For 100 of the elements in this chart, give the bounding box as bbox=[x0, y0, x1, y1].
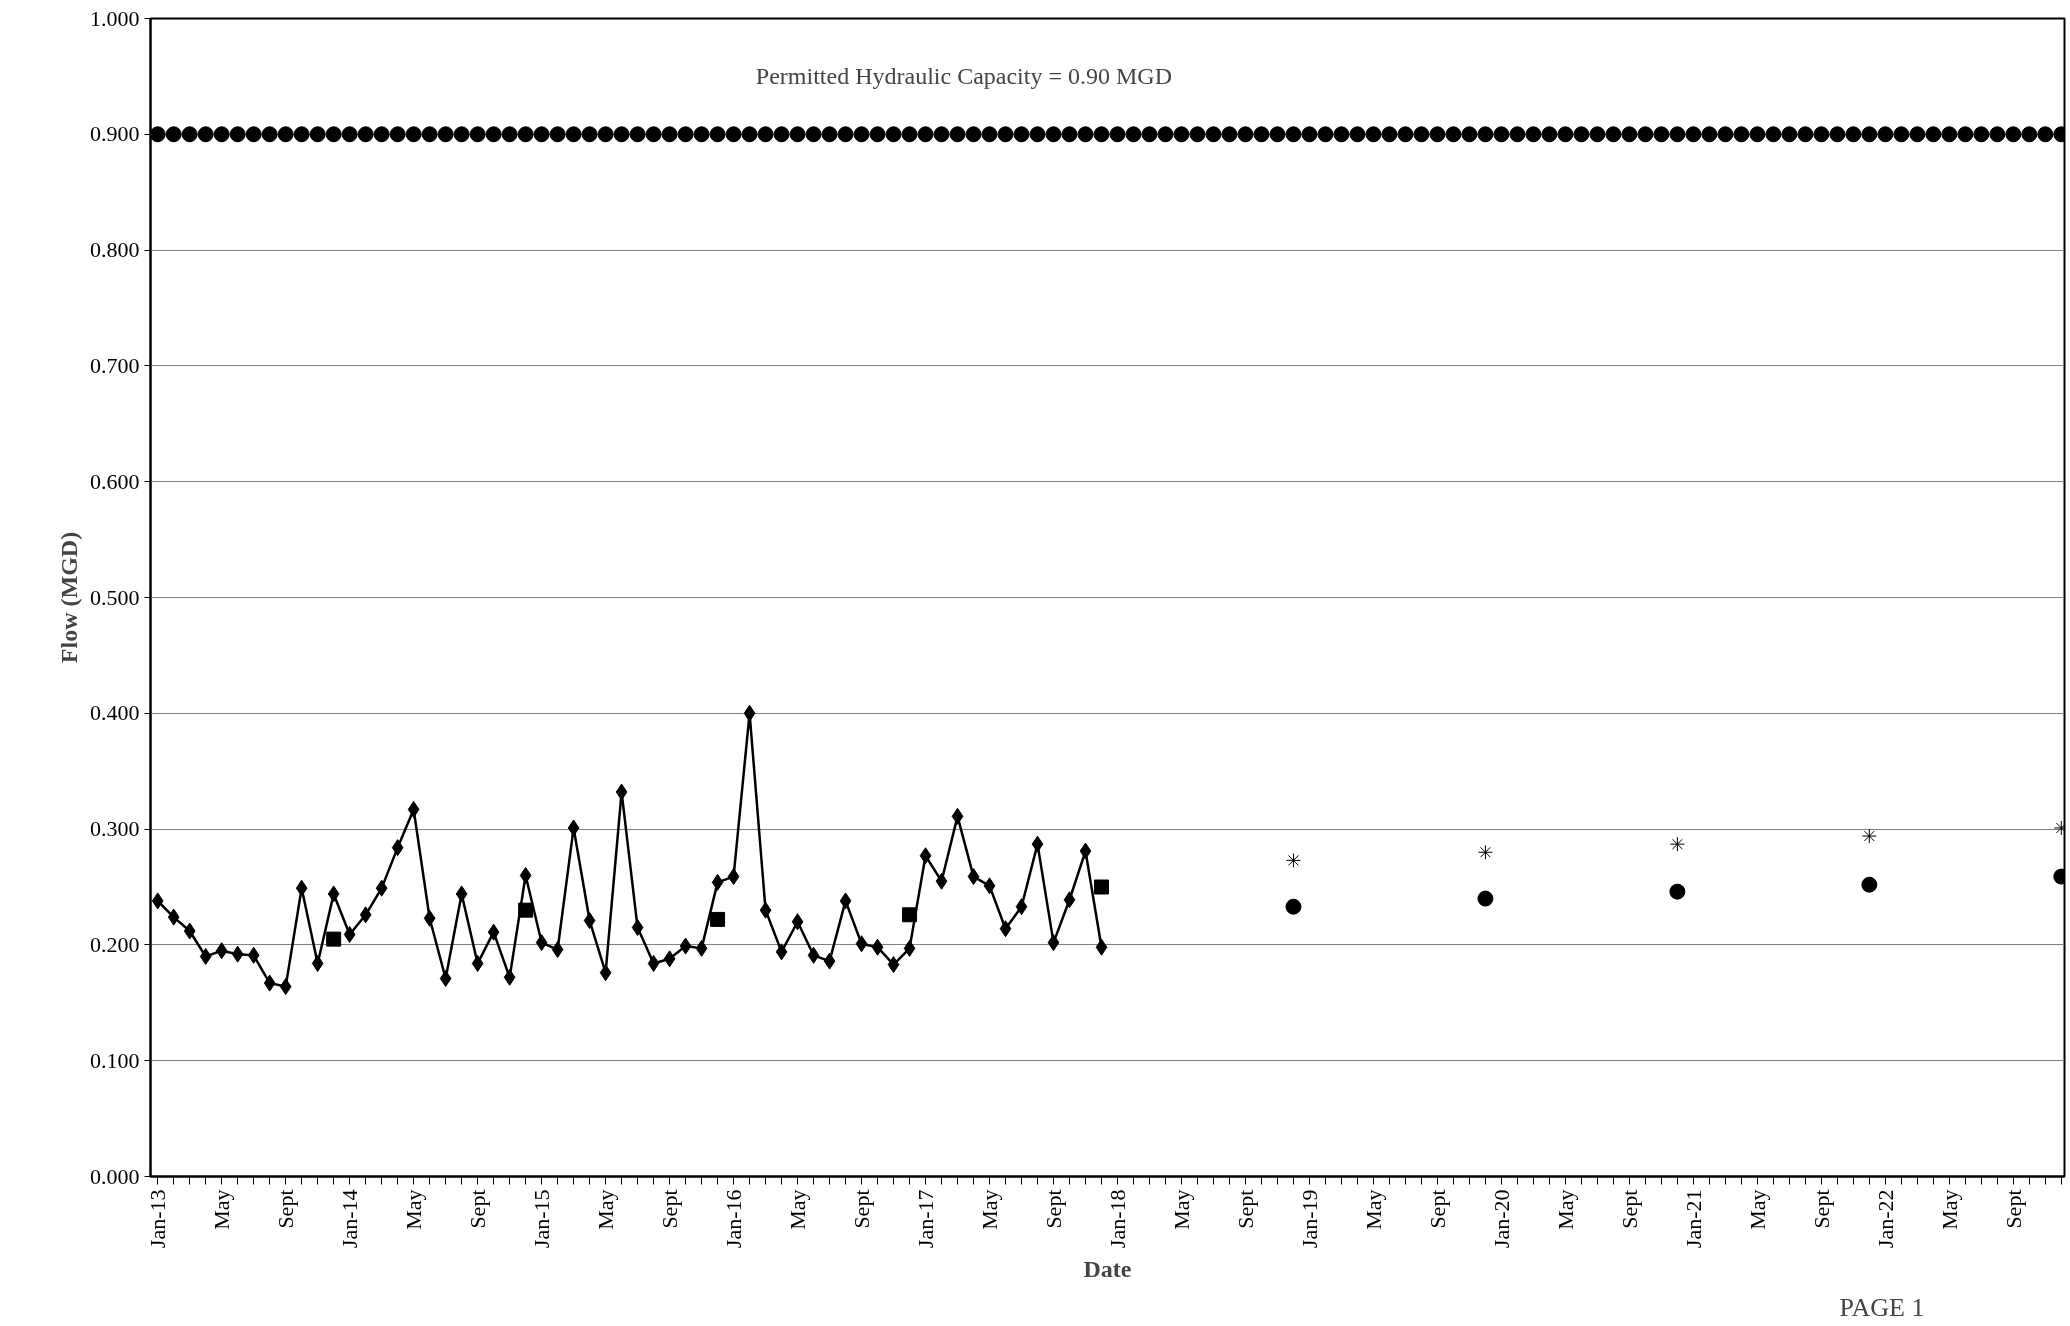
x-tick-label: May bbox=[1168, 1189, 1194, 1230]
x-tick-label: May bbox=[1360, 1189, 1386, 1230]
point bbox=[183, 922, 196, 940]
x-tick-label: Jan-18 bbox=[1105, 1189, 1130, 1249]
point bbox=[519, 866, 532, 884]
point bbox=[518, 902, 534, 918]
point bbox=[759, 901, 772, 919]
point bbox=[647, 954, 660, 972]
point bbox=[343, 925, 356, 943]
x-tick-label: May bbox=[209, 1189, 235, 1230]
point bbox=[823, 952, 836, 970]
point bbox=[295, 879, 308, 897]
point bbox=[535, 934, 548, 952]
x-tick-label: Jan-20 bbox=[1488, 1189, 1514, 1249]
point bbox=[215, 942, 228, 960]
y-tick-label: 0.800 bbox=[90, 237, 140, 263]
point bbox=[391, 839, 404, 857]
y-tick-label: 0.400 bbox=[90, 700, 140, 726]
x-tick-label: May bbox=[977, 1189, 1003, 1230]
point bbox=[599, 964, 612, 982]
point bbox=[487, 923, 500, 941]
point bbox=[807, 946, 820, 964]
y-tick-label: 0.000 bbox=[90, 1163, 140, 1189]
point bbox=[1094, 879, 1109, 895]
point bbox=[951, 807, 964, 825]
point bbox=[327, 885, 340, 903]
x-tick-label: Sept bbox=[1616, 1189, 1642, 1229]
x-tick-label: Sept bbox=[273, 1189, 299, 1229]
x-tick-label: Jan-21 bbox=[1680, 1189, 1706, 1249]
point bbox=[791, 913, 804, 931]
point bbox=[983, 877, 996, 895]
point bbox=[887, 956, 900, 974]
x-tick-label: Jan-13 bbox=[145, 1189, 171, 1249]
x-tick-label: Sept bbox=[1808, 1189, 1834, 1229]
point bbox=[199, 947, 212, 965]
point bbox=[311, 954, 324, 972]
x-tick-label: Sept bbox=[657, 1189, 683, 1229]
point bbox=[711, 873, 724, 891]
y-axis-title: Flow (MGD) bbox=[56, 531, 82, 664]
point bbox=[615, 783, 628, 801]
point bbox=[439, 969, 452, 987]
y-tick-label: 0.700 bbox=[90, 352, 140, 378]
point bbox=[326, 931, 342, 947]
point bbox=[871, 938, 884, 956]
point bbox=[855, 935, 868, 953]
point bbox=[839, 892, 852, 910]
point bbox=[902, 907, 918, 923]
x-tick-label: May bbox=[785, 1189, 811, 1230]
x-tick-label: May bbox=[1936, 1189, 1962, 1230]
y-tick-label: 0.900 bbox=[90, 121, 140, 147]
point bbox=[263, 974, 276, 992]
x-tick-label: May bbox=[1744, 1189, 1770, 1230]
point bbox=[375, 879, 388, 897]
point bbox=[1285, 898, 1302, 915]
point bbox=[359, 906, 372, 924]
y-tick-label: 0.200 bbox=[90, 931, 140, 957]
x-tick-label: Jan-16 bbox=[721, 1189, 747, 1249]
point bbox=[1477, 890, 1494, 907]
x-axis-title: Date bbox=[1083, 1256, 1132, 1283]
point bbox=[1079, 842, 1092, 860]
point bbox=[999, 920, 1012, 938]
x-tick-label: Jan-22 bbox=[1872, 1189, 1898, 1249]
point bbox=[631, 919, 644, 937]
point bbox=[1861, 876, 1878, 893]
point bbox=[1477, 844, 1493, 860]
y-tick-label: 0.600 bbox=[90, 468, 140, 494]
x-tick-label: Jan-19 bbox=[1296, 1189, 1322, 1249]
point bbox=[903, 939, 916, 957]
x-tick-label: Jan-14 bbox=[337, 1189, 363, 1249]
x-tick-label: Sept bbox=[1041, 1189, 1067, 1229]
point bbox=[935, 872, 948, 890]
y-tick-label: 0.500 bbox=[90, 584, 140, 610]
point bbox=[279, 978, 292, 996]
point bbox=[231, 945, 244, 963]
point bbox=[1047, 934, 1060, 952]
point bbox=[167, 908, 180, 926]
x-tick-label: May bbox=[401, 1189, 427, 1230]
y-tick-label: 1.000 bbox=[90, 5, 140, 31]
point bbox=[1063, 891, 1076, 909]
point bbox=[1285, 852, 1301, 868]
point bbox=[727, 868, 740, 886]
point bbox=[455, 885, 468, 903]
x-tick-label: Jan-17 bbox=[913, 1189, 939, 1249]
point bbox=[551, 941, 564, 959]
point bbox=[583, 912, 596, 930]
x-tick-label: May bbox=[1552, 1189, 1578, 1230]
x-tick-label: May bbox=[593, 1189, 619, 1230]
point bbox=[151, 892, 164, 910]
point bbox=[743, 704, 756, 722]
text: PAGE 1 bbox=[1839, 1292, 1925, 1322]
x-tick-label: Jan-15 bbox=[529, 1189, 555, 1249]
point bbox=[247, 946, 260, 964]
x-tick-label: Sept bbox=[1424, 1189, 1450, 1229]
point bbox=[1669, 836, 1685, 852]
point bbox=[663, 950, 676, 968]
point bbox=[695, 939, 708, 957]
point bbox=[1095, 938, 1108, 956]
point bbox=[471, 954, 484, 972]
x-tick-label: Sept bbox=[2000, 1189, 2026, 1229]
x-tick-label: Sept bbox=[465, 1189, 491, 1229]
